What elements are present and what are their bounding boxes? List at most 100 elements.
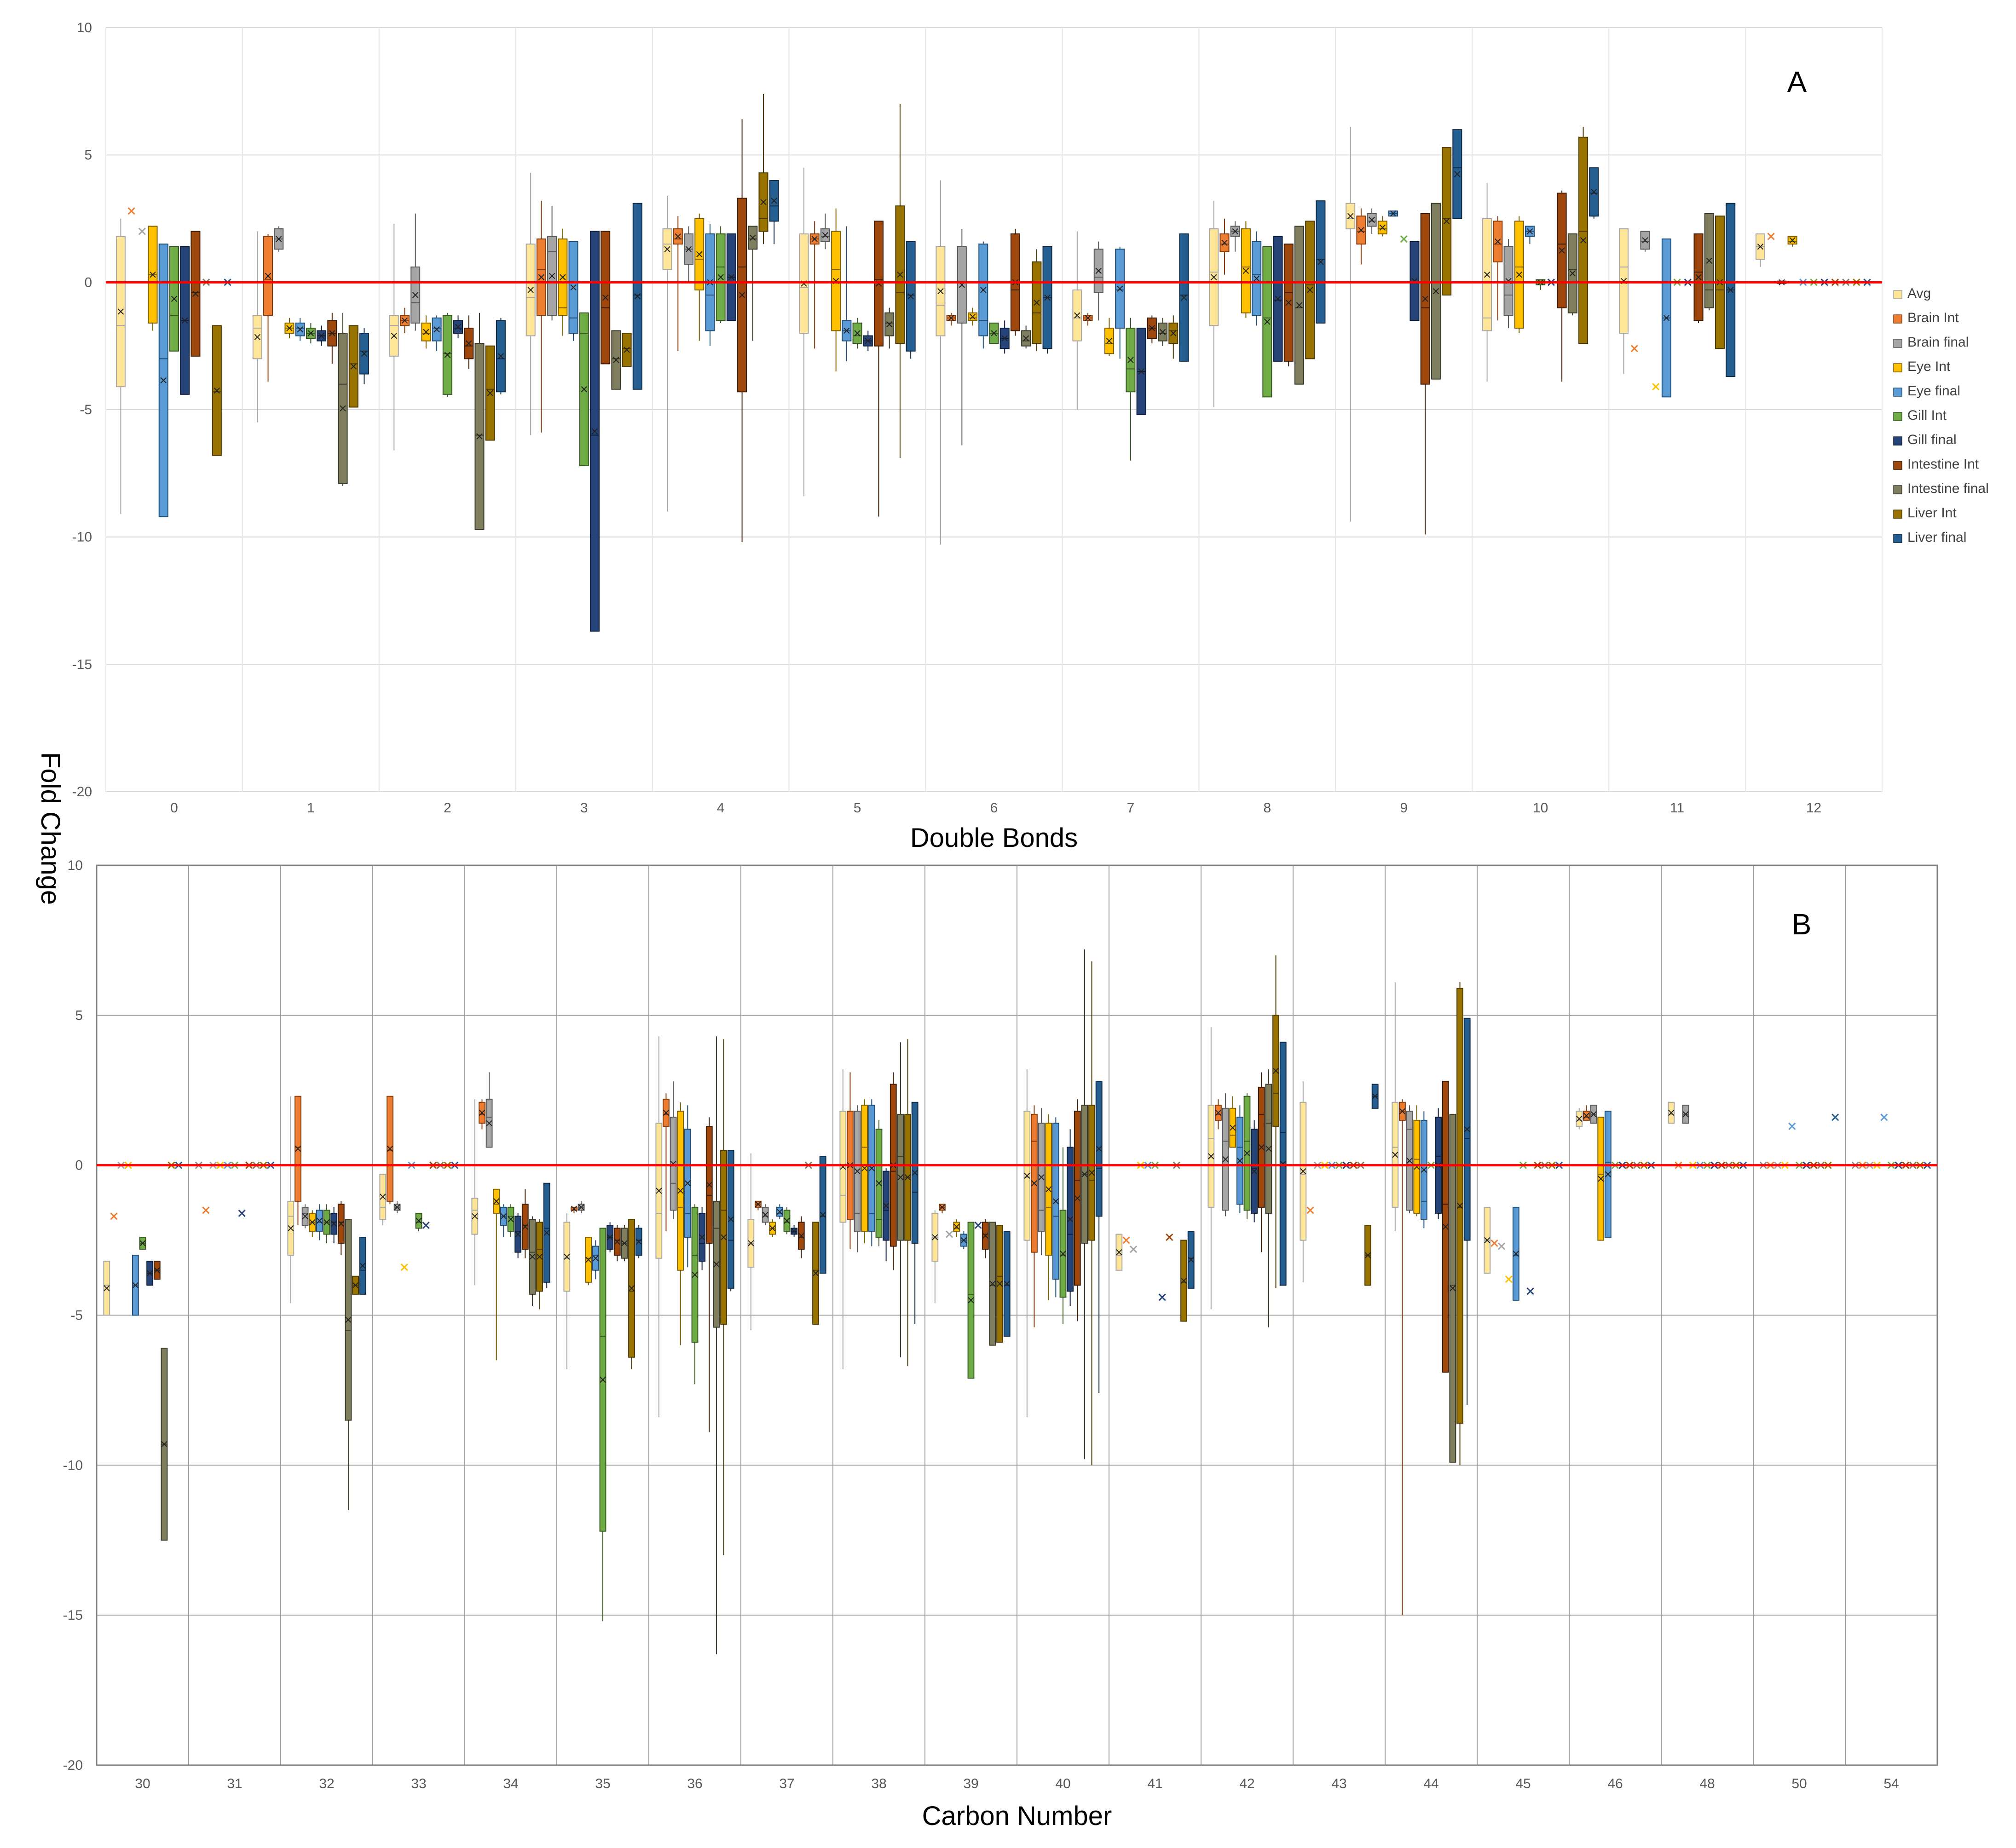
- legend-swatch: [1893, 461, 1902, 470]
- box-mean-marker: [1170, 330, 1177, 336]
- y-tick-label: -5: [70, 1308, 83, 1323]
- box-mean-marker: [811, 236, 818, 242]
- legend-label: Liver final: [1907, 530, 1966, 545]
- box-mean-marker: [1450, 1285, 1456, 1292]
- box-mean-marker: [139, 1240, 146, 1246]
- legend-swatch: [1893, 339, 1902, 348]
- x-tick-label: 3: [580, 800, 588, 816]
- box-point-marker: [1158, 1293, 1166, 1301]
- box-mean-marker: [1443, 218, 1450, 225]
- box-mean-marker: [295, 1146, 301, 1152]
- box-mean-marker: [1727, 287, 1734, 293]
- box-mean-marker: [276, 236, 282, 242]
- x-tick-label: 40: [1055, 1776, 1070, 1791]
- box-mean-marker: [150, 272, 156, 278]
- box-mean-marker: [416, 1217, 422, 1224]
- x-tick-label: 38: [871, 1776, 886, 1791]
- x-tick-label: 5: [854, 800, 861, 816]
- panel-a-letter: A: [1787, 65, 1807, 98]
- box-mean-marker: [412, 292, 419, 298]
- box-mean-marker: [529, 1253, 536, 1260]
- box-mean-marker: [1106, 337, 1113, 344]
- box-mean-marker: [904, 1174, 911, 1181]
- x-tick-label: 2: [444, 800, 451, 816]
- box-mean-marker: [1242, 267, 1249, 274]
- box-mean-marker: [1081, 1171, 1088, 1177]
- box-mean-marker: [1222, 1156, 1229, 1163]
- legend-label: Eye final: [1907, 383, 1960, 399]
- box-mean-marker: [1399, 1108, 1406, 1115]
- panel-b-frame: [96, 864, 1938, 1766]
- legend-swatch: [1893, 363, 1902, 372]
- box-mean-marker: [570, 284, 577, 291]
- panel-a-y-ticks: -20 -15 -10 -5 0 5 10: [72, 20, 92, 799]
- box-mean-marker: [1180, 1277, 1187, 1284]
- box-mean-marker: [154, 1267, 160, 1274]
- box-mean-marker: [479, 1109, 485, 1116]
- y-tick-label: -15: [72, 657, 92, 672]
- box-mean-marker: [361, 350, 368, 357]
- box-mean-marker: [982, 1233, 988, 1239]
- box-mean-marker: [1230, 1124, 1236, 1131]
- box-mean-marker: [117, 308, 124, 315]
- box-mean-marker: [1569, 270, 1576, 277]
- y-tick-label: -20: [72, 784, 92, 799]
- box-mean-marker: [146, 1270, 153, 1276]
- box-mean-marker: [717, 274, 724, 280]
- box-mean-marker: [897, 272, 903, 278]
- box-mean-marker: [352, 1282, 359, 1289]
- box-mean-marker: [345, 1316, 352, 1323]
- box-mean-marker: [1406, 1158, 1413, 1164]
- box-point-marker: [1122, 1236, 1130, 1244]
- legend-swatch: [1893, 314, 1902, 324]
- box-mean-marker: [843, 327, 850, 334]
- x-tick-label: 1: [307, 800, 315, 816]
- box-mean-marker: [613, 357, 619, 363]
- box-point-marker: [138, 227, 146, 235]
- box-mean-marker: [1117, 285, 1123, 292]
- y-tick-label: -5: [80, 402, 92, 417]
- box-mean-marker: [338, 1221, 344, 1227]
- box-mean-marker: [543, 1229, 550, 1236]
- y-tick-label: 5: [75, 1008, 83, 1023]
- box-mean-marker: [1038, 1174, 1045, 1181]
- box-mean-marker: [1188, 1257, 1194, 1263]
- box-mean-marker: [1067, 1216, 1074, 1222]
- box-mean-marker: [329, 330, 335, 336]
- box-mean-marker: [592, 1255, 599, 1262]
- box-mean-marker: [1590, 1111, 1597, 1118]
- legend-label: Eye Int: [1907, 359, 1951, 374]
- box-mean-marker: [1275, 295, 1281, 302]
- box-point-marker: [1498, 1242, 1506, 1250]
- box-mean-marker: [635, 1239, 642, 1245]
- box-mean-marker: [297, 326, 303, 333]
- box-mean-marker: [265, 272, 271, 279]
- box-mean-marker: [960, 1237, 967, 1244]
- box-point-marker: [238, 1209, 246, 1217]
- box-mean-marker: [1347, 213, 1354, 220]
- x-tick-label: 30: [135, 1776, 150, 1791]
- box-point-marker: [110, 1212, 118, 1220]
- x-tick-label: 8: [1264, 800, 1271, 816]
- box-mean-marker: [380, 1193, 386, 1200]
- box-mean-marker: [359, 1263, 366, 1269]
- box-mean-marker: [1085, 315, 1091, 321]
- x-tick-label: 37: [779, 1776, 794, 1791]
- box-mean-marker: [728, 1216, 734, 1222]
- legend-label: Liver Int: [1907, 505, 1957, 521]
- box-mean-marker: [323, 1219, 330, 1226]
- box-mean-marker: [497, 353, 504, 359]
- box-mean-marker: [1559, 247, 1565, 254]
- box-mean-marker: [161, 1441, 168, 1448]
- box-mean-marker: [776, 1208, 783, 1215]
- box-mean-marker: [214, 387, 220, 394]
- box-mean-marker: [1096, 1146, 1102, 1152]
- panel-b-boxes: [103, 949, 1931, 1654]
- box-mean-marker: [549, 272, 555, 279]
- x-tick-label: 35: [595, 1776, 610, 1791]
- x-tick-label: 31: [227, 1776, 242, 1791]
- x-tick-label: 41: [1147, 1776, 1162, 1791]
- box-mean-marker: [1074, 312, 1080, 319]
- box-point-marker: [946, 1230, 953, 1238]
- box-mean-marker: [854, 1168, 861, 1175]
